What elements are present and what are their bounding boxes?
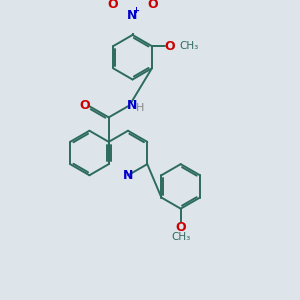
Text: O: O xyxy=(147,0,158,11)
Text: ⁻: ⁻ xyxy=(156,0,161,6)
Text: O: O xyxy=(176,221,186,234)
Text: O: O xyxy=(107,0,118,11)
Text: CH₃: CH₃ xyxy=(179,41,199,51)
Text: N: N xyxy=(128,9,138,22)
Text: N: N xyxy=(123,169,133,182)
Text: N: N xyxy=(127,99,137,112)
Text: O: O xyxy=(164,40,175,52)
Text: +: + xyxy=(133,6,140,15)
Text: CH₃: CH₃ xyxy=(171,232,190,242)
Text: H: H xyxy=(136,103,144,113)
Text: O: O xyxy=(80,99,90,112)
